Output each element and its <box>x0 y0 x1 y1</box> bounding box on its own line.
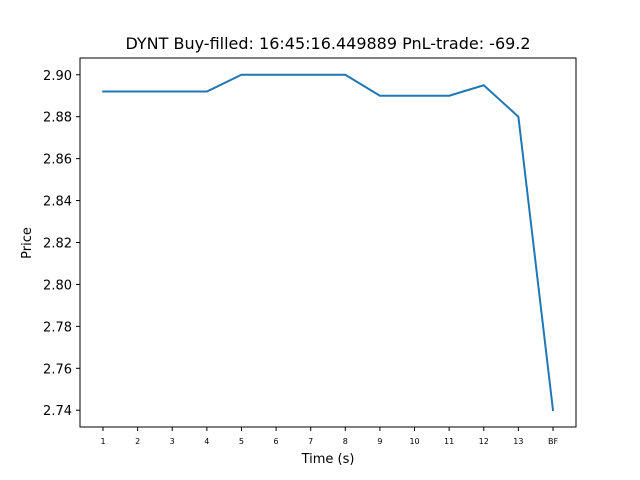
price-series-line <box>102 73 554 412</box>
x-tick-label: 8 <box>343 437 348 446</box>
x-tick-label: 3 <box>170 437 175 446</box>
x-tick-label: 1 <box>100 437 105 446</box>
y-tick-label: 2.82 <box>43 237 72 252</box>
y-tick-label: 2.74 <box>43 404 72 419</box>
y-tick-label: 2.76 <box>43 362 72 377</box>
axes-frame <box>79 57 577 428</box>
y-tick-label: 2.78 <box>43 320 72 335</box>
x-tick-label: 7 <box>308 437 313 446</box>
x-tick-label: 4 <box>204 437 209 446</box>
x-tick-label: 9 <box>377 437 382 446</box>
x-tick-label: 5 <box>239 437 244 446</box>
y-tick-label: 2.86 <box>43 153 72 168</box>
x-tick-label: 13 <box>513 437 523 446</box>
y-tick-label: 2.84 <box>43 195 72 210</box>
x-tick-label: 10 <box>409 437 419 446</box>
y-axis-label: Price <box>20 227 35 259</box>
chart-title: DYNT Buy-filled: 16:45:16.449889 PnL-tra… <box>125 34 530 53</box>
plot-area: 2.742.762.782.802.822.842.862.882.901 2 3 4… <box>43 69 558 446</box>
x-tick-label: BF <box>548 437 558 446</box>
x-tick-label: 2 <box>135 437 140 446</box>
x-axis-label: Time (s) <box>301 452 355 467</box>
x-tick-label: 11 <box>444 437 454 446</box>
x-tick-label: 6 <box>274 437 279 446</box>
y-tick-label: 2.90 <box>43 69 72 84</box>
x-tick-label: 12 <box>479 437 489 446</box>
y-tick-label: 2.88 <box>43 111 72 126</box>
y-tick-label: 2.80 <box>43 278 72 293</box>
